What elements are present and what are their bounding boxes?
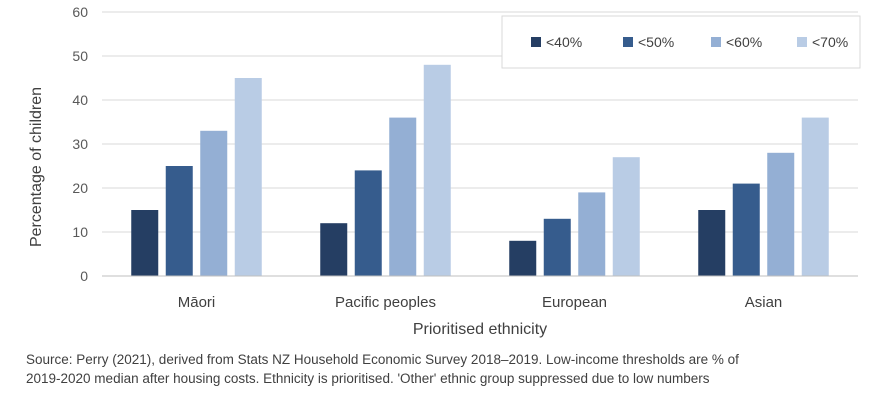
bar	[389, 117, 417, 276]
x-axis-title: Prioritised ethnicity	[413, 321, 547, 338]
bar	[354, 170, 382, 276]
y-tick-label: 30	[72, 136, 88, 152]
bar	[698, 210, 726, 276]
source-note: Source: Perry (2021), derived from Stats…	[26, 352, 739, 386]
bar	[767, 152, 795, 276]
bar	[509, 240, 537, 276]
x-tick-label: European	[542, 294, 607, 311]
y-tick-label: 20	[72, 180, 88, 196]
legend-label: <50%	[638, 34, 674, 50]
bar	[801, 117, 829, 276]
bar	[423, 64, 451, 276]
legend-label: <60%	[726, 34, 762, 50]
bars	[131, 64, 829, 276]
legend-swatch	[531, 37, 541, 47]
bar	[234, 78, 262, 276]
bar	[612, 157, 640, 276]
y-axis-title: Percentage of children	[28, 87, 45, 247]
x-tick-label: Māori	[178, 294, 216, 311]
bar	[543, 218, 571, 276]
y-tick-label: 60	[72, 4, 88, 20]
axes: 0 10 20 30 40 50 60 Māori Pacific peoples Europea…	[28, 4, 858, 338]
x-tick-label: Pacific peoples	[335, 294, 436, 311]
legend-swatch	[711, 37, 721, 47]
bar	[165, 166, 193, 276]
legend-swatch	[623, 37, 633, 47]
bar	[320, 223, 348, 276]
bar	[732, 183, 760, 276]
bar	[131, 210, 159, 276]
legend-label: <40%	[546, 34, 582, 50]
bar	[200, 130, 228, 276]
bar	[578, 192, 606, 276]
legend-swatch	[797, 37, 807, 47]
y-tick-label: 50	[72, 48, 88, 64]
y-tick-label: 0	[80, 268, 88, 284]
y-tick-label: 40	[72, 92, 88, 108]
x-tick-label: Asian	[745, 294, 783, 311]
gridlines	[102, 11, 858, 233]
legend: <40% <50% <60% <70%	[501, 15, 861, 69]
legend-label: <70%	[812, 34, 848, 50]
y-tick-label: 10	[72, 224, 88, 240]
